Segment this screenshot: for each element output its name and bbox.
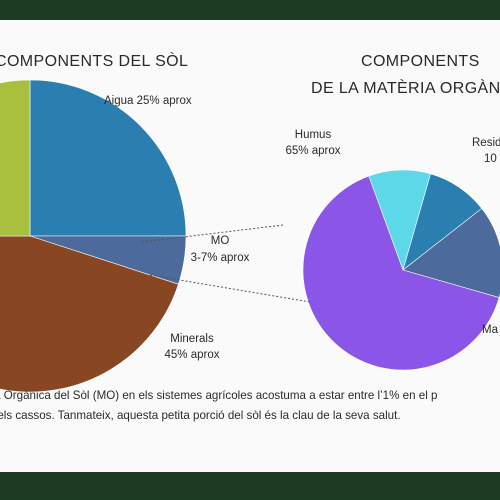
slice-other [0, 79, 31, 237]
connector-line-bottom [149, 274, 311, 303]
label-ma: Ma [482, 324, 499, 336]
slice-materia [402, 208, 500, 298]
slice-aigua [29, 79, 187, 237]
caption: tèria Orgànica del Sòl (MO) en els siste… [0, 386, 500, 426]
caption-line-1: tèria Orgànica del Sòl (MO) en els siste… [0, 389, 438, 402]
left-chart-title: COMPONENTS DEL SÒL [0, 51, 188, 70]
slide-panel: COMPONENTS DEL SÒL COMPONENTS DE LA MATÈ… [0, 20, 500, 472]
label-minerals-line2: 45% aprox [165, 349, 220, 361]
slice-humus [302, 175, 500, 371]
label-resid-line2: 10 [484, 153, 497, 165]
label-mo-line1: MO [211, 235, 230, 247]
label-humus-line2: 65% aprox [286, 145, 341, 157]
label-resid-line1: Resid [472, 137, 500, 149]
charts-canvas: COMPONENTS DEL SÒL COMPONENTS DE LA MATÈ… [0, 51, 500, 393]
label-aigua: Aigua 25% aprox [104, 95, 192, 107]
right-chart-title-line2: DE LA MATÈRIA ORGÀNICA [311, 78, 500, 97]
slice-minerals [0, 235, 179, 393]
label-mo-line2: 3-7% aprox [191, 252, 250, 264]
right-chart-title-line1: COMPONENTS [361, 53, 480, 70]
caption-line-2: rs dels cassos. Tanmateix, aquesta petit… [0, 409, 401, 422]
label-minerals-line1: Minerals [170, 333, 214, 345]
label-humus-line1: Humus [295, 129, 332, 141]
left-pie [0, 79, 187, 393]
right-pie [302, 169, 500, 371]
